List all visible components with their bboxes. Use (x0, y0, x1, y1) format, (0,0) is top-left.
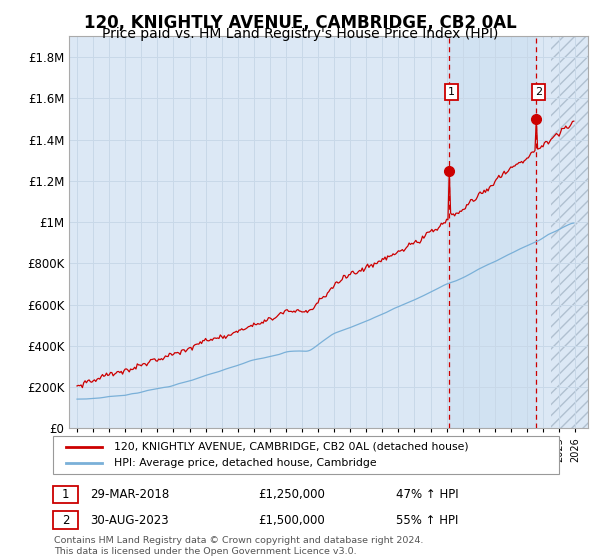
Text: 120, KNIGHTLY AVENUE, CAMBRIDGE, CB2 0AL (detached house): 120, KNIGHTLY AVENUE, CAMBRIDGE, CB2 0AL… (114, 442, 469, 452)
Text: Price paid vs. HM Land Registry's House Price Index (HPI): Price paid vs. HM Land Registry's House … (102, 27, 498, 41)
Text: HPI: Average price, detached house, Cambridge: HPI: Average price, detached house, Camb… (114, 458, 377, 468)
Text: £1,500,000: £1,500,000 (258, 514, 325, 527)
Text: 1: 1 (62, 488, 69, 501)
Text: £1,250,000: £1,250,000 (258, 488, 325, 501)
Text: Contains HM Land Registry data © Crown copyright and database right 2024.
This d: Contains HM Land Registry data © Crown c… (54, 536, 424, 556)
Text: 29-MAR-2018: 29-MAR-2018 (90, 488, 169, 501)
Text: 1: 1 (448, 87, 455, 97)
Text: 55% ↑ HPI: 55% ↑ HPI (396, 514, 458, 527)
Text: 2: 2 (535, 87, 542, 97)
Text: 47% ↑ HPI: 47% ↑ HPI (396, 488, 458, 501)
Bar (449, 36, 536, 428)
Bar (551, 36, 588, 428)
Text: 30-AUG-2023: 30-AUG-2023 (90, 514, 169, 527)
Text: 120, KNIGHTLY AVENUE, CAMBRIDGE, CB2 0AL: 120, KNIGHTLY AVENUE, CAMBRIDGE, CB2 0AL (83, 14, 517, 32)
Text: 2: 2 (62, 514, 69, 527)
